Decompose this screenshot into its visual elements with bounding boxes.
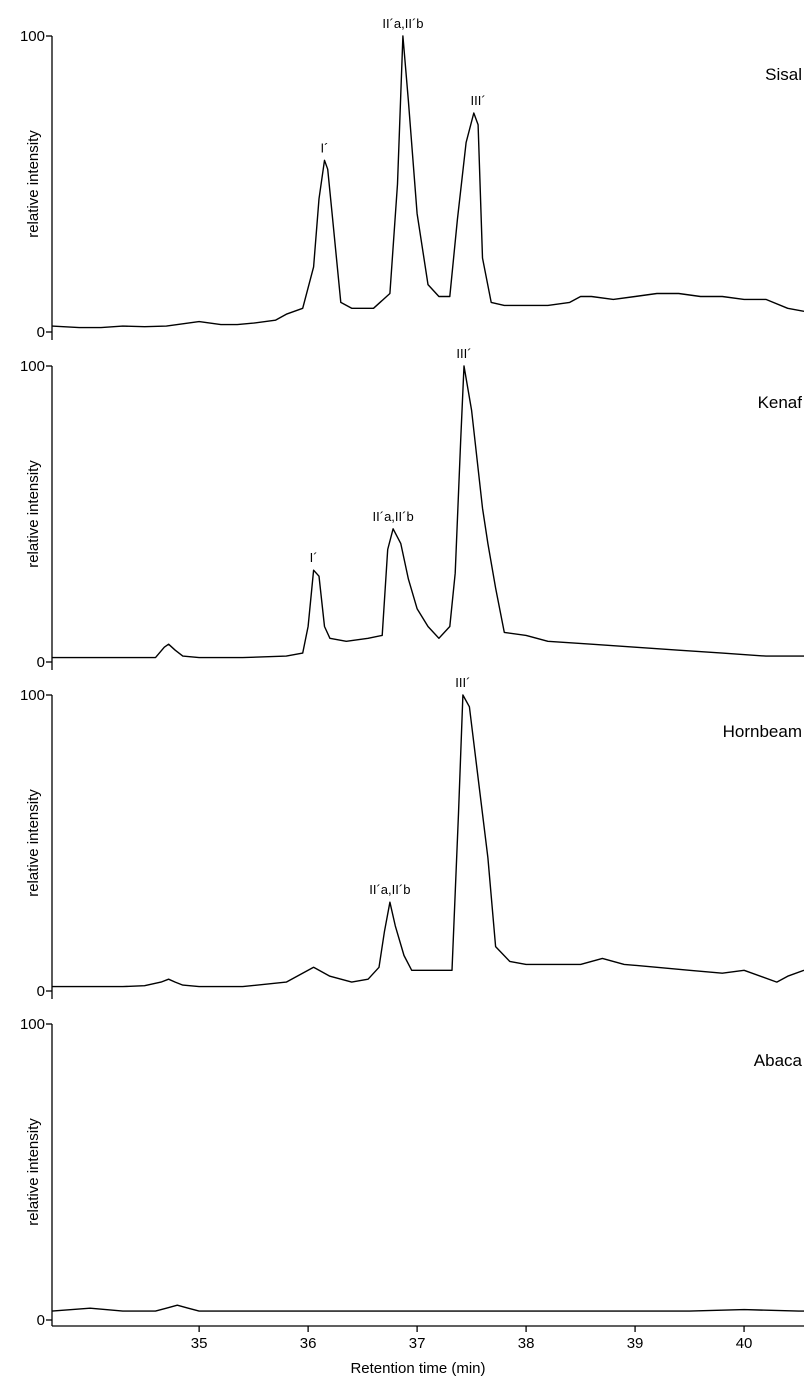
panel-hornbeam: 100 0 relative intensity Hornbeam II´a,II´b I… [20, 675, 804, 1000]
peak-label: II´a,II´b [373, 509, 414, 524]
panel-abaca: 100 0 relative intensity Abaca [20, 1016, 804, 1329]
peak-label: III´ [455, 675, 470, 690]
x-tick-label: 38 [518, 1335, 535, 1352]
peak-label: III´ [471, 93, 486, 108]
y-tick-label: 0 [37, 324, 45, 341]
panels-layer: 100 0 relative intensity Sisal I´ II´a,II´b II… [20, 16, 804, 1329]
sample-label: Abaca [754, 1051, 803, 1070]
y-tick-label: 0 [37, 983, 45, 1000]
panel-kenaf: 100 0 relative intensity Kenaf I´ II´a,II´b II… [20, 346, 804, 671]
y-axis-label: relative intensity [25, 789, 42, 897]
chromatogram-trace [51, 35, 804, 329]
chromatogram-trace [52, 365, 804, 659]
y-axis-label: relative intensity [25, 130, 42, 238]
peak-label: II´a,II´b [369, 882, 410, 897]
chromatogram-trace [51, 1304, 804, 1312]
chromatogram-trace [52, 694, 804, 988]
y-tick-label: 0 [37, 654, 45, 671]
y-tick-label: 100 [20, 1016, 45, 1033]
x-axis: 35 36 37 38 39 40 [52, 1325, 804, 1352]
x-tick-label: 35 [191, 1335, 208, 1352]
sample-label: Hornbeam [723, 722, 802, 741]
x-tick-label: 37 [409, 1335, 426, 1352]
peak-label: II´a,II´b [382, 16, 423, 31]
x-tick-label: 40 [736, 1335, 753, 1352]
x-tick-label: 39 [627, 1335, 644, 1352]
panel-sisal: 100 0 relative intensity Sisal I´ II´a,II´b II… [20, 16, 804, 341]
peak-label: I´ [320, 140, 328, 155]
x-tick-label: 36 [300, 1335, 317, 1352]
y-axis-label: relative intensity [25, 1118, 42, 1226]
sample-label: Kenaf [758, 393, 803, 412]
x-axis-label: Retention time (min) [350, 1360, 485, 1377]
y-axis-label: relative intensity [25, 460, 42, 568]
peak-label: III´ [456, 346, 471, 361]
sample-label: Sisal [765, 65, 802, 84]
y-tick-label: 0 [37, 1312, 45, 1329]
peak-label: I´ [310, 550, 318, 565]
y-tick-label: 100 [20, 358, 45, 375]
y-tick-label: 100 [20, 687, 45, 704]
y-tick-label: 100 [20, 28, 45, 45]
